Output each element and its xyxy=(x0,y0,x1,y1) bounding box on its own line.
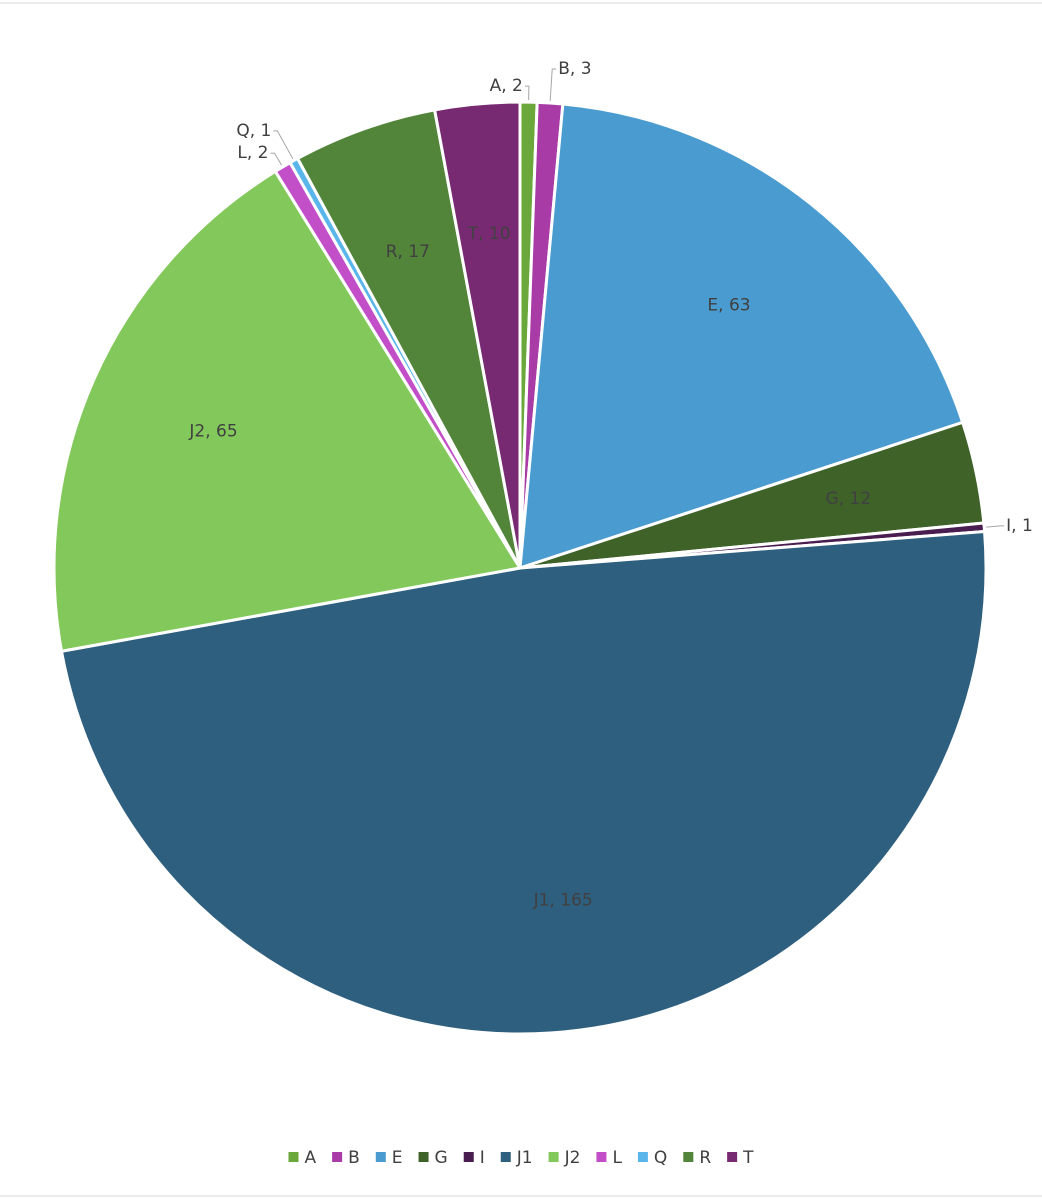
legend: A B E G I J1 J2 L Q R T xyxy=(288,1148,754,1168)
data-label: R, 17 xyxy=(386,242,430,262)
pie-slice xyxy=(432,100,522,569)
legend-label: Q xyxy=(654,1148,667,1168)
legend-swatch xyxy=(332,1152,343,1162)
legend-label: E xyxy=(392,1148,403,1168)
legend-label: T xyxy=(742,1148,754,1168)
data-label: B, 3 xyxy=(558,59,591,79)
data-label: L, 2 xyxy=(237,143,268,163)
legend-label: J2 xyxy=(564,1148,581,1168)
legend-swatch xyxy=(463,1152,474,1162)
legend-label: R xyxy=(699,1148,711,1168)
data-label: T, 10 xyxy=(467,224,511,244)
leader-line xyxy=(273,130,294,160)
pie-slice xyxy=(59,529,988,1036)
legend-swatch xyxy=(683,1152,694,1162)
leader-line xyxy=(986,525,1005,528)
pie-slice xyxy=(52,169,523,654)
legend-swatch xyxy=(288,1152,299,1162)
data-label: G, 12 xyxy=(826,489,872,509)
leader-line xyxy=(524,85,530,101)
legend-swatch xyxy=(637,1152,648,1162)
legend-label: G xyxy=(435,1148,448,1168)
legend-swatch xyxy=(727,1152,738,1162)
data-label: E, 63 xyxy=(707,296,750,316)
legend-label: A xyxy=(304,1148,316,1168)
pie-slice xyxy=(295,108,522,569)
data-label: I, 1 xyxy=(1006,516,1033,536)
legend-label: L xyxy=(612,1148,622,1168)
data-label: J2, 65 xyxy=(188,421,237,441)
legend-label: I xyxy=(480,1148,485,1168)
legend-swatch xyxy=(548,1152,559,1162)
legend-swatch xyxy=(375,1152,386,1162)
data-label: J1, 165 xyxy=(533,891,593,911)
leader-line xyxy=(270,152,283,166)
data-label: Q, 1 xyxy=(236,121,271,141)
legend-swatch xyxy=(500,1152,511,1162)
pie-slice xyxy=(518,102,965,571)
legend-swatch xyxy=(418,1152,429,1162)
legend-label: J1 xyxy=(516,1148,533,1168)
legend-label: B xyxy=(348,1148,360,1168)
legend-swatch xyxy=(596,1152,607,1162)
data-label: A, 2 xyxy=(490,76,523,96)
leader-line xyxy=(549,68,557,102)
